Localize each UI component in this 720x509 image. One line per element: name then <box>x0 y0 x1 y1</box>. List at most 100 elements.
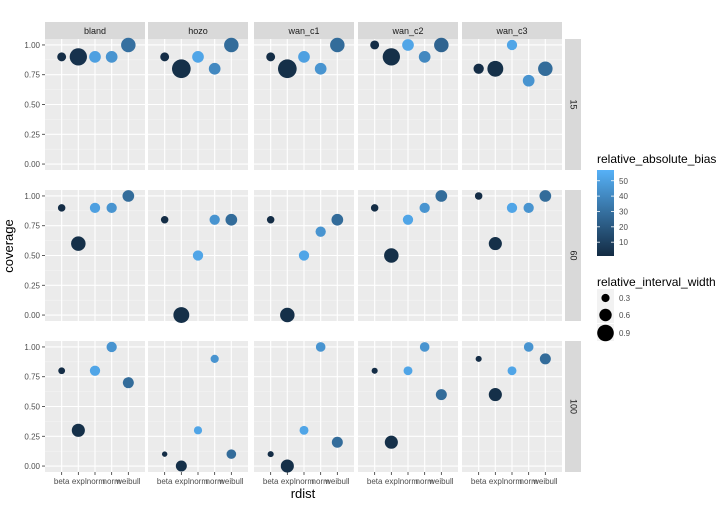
data-point <box>419 342 430 352</box>
data-point <box>173 307 190 323</box>
x-tick-label: beta <box>54 477 70 486</box>
size-legend-point <box>597 324 614 342</box>
facet-strip-label: bland <box>84 26 106 36</box>
y-tick-label: 0.50 <box>24 101 40 110</box>
data-point <box>538 61 553 77</box>
facet-row-label: 100 <box>569 399 579 414</box>
data-point <box>224 37 239 53</box>
data-point <box>315 226 326 237</box>
data-point <box>89 51 101 63</box>
data-point <box>210 354 219 363</box>
data-point <box>71 423 85 437</box>
size-legend-title: relative_interval_width <box>597 275 716 289</box>
data-point <box>506 202 518 214</box>
size-legend-label: 0.9 <box>619 329 631 338</box>
data-point <box>71 236 86 251</box>
x-tick-label: beta <box>471 477 487 486</box>
data-point <box>522 74 535 87</box>
y-tick-label: 0.25 <box>24 281 40 290</box>
color-legend-label: 20 <box>619 223 628 232</box>
data-point <box>435 389 447 401</box>
data-point <box>523 342 534 352</box>
x-tick-label: norm <box>312 477 331 486</box>
x-tick-label: norm <box>206 477 225 486</box>
x-tick-label: lnorm <box>85 477 105 486</box>
data-point <box>403 366 413 376</box>
data-point <box>209 214 220 225</box>
size-legend-point <box>601 293 610 303</box>
x-tick-label: beta <box>157 477 173 486</box>
facet-strip-wan_c2 <box>358 22 458 39</box>
color-legend-label: 40 <box>619 192 628 201</box>
x-tick-label: weibull <box>324 477 350 486</box>
facet-row-label: 15 <box>569 99 579 109</box>
data-point <box>192 51 204 63</box>
size-legend-label: 0.6 <box>619 311 631 320</box>
y-tick-label: 0.25 <box>24 432 40 441</box>
data-point <box>330 37 345 53</box>
x-tick-label: beta <box>263 477 279 486</box>
facet-strip-label: hozo <box>188 26 208 36</box>
legend: relative_absolute_bias relative_interval… <box>597 152 716 342</box>
data-point <box>89 202 101 214</box>
color-legend-label: 10 <box>619 238 628 247</box>
x-tick-label: exp <box>281 477 294 486</box>
data-point <box>280 459 294 473</box>
data-point <box>106 341 117 353</box>
facet-strip-label: wan_c1 <box>287 26 319 36</box>
data-point <box>298 250 310 261</box>
data-point <box>506 39 518 51</box>
data-point <box>226 449 237 459</box>
data-point <box>267 451 274 458</box>
y-axis-title: coverage <box>1 219 16 272</box>
x-tick-label: norm <box>103 477 122 486</box>
data-point <box>384 248 399 263</box>
x-tick-label: norm <box>416 477 435 486</box>
x-tick-label: weibull <box>428 477 454 486</box>
data-point <box>419 202 430 214</box>
data-point <box>69 48 87 66</box>
x-tick-label: norm <box>520 477 539 486</box>
x-tick-label: weibull <box>115 477 141 486</box>
data-point <box>193 426 203 435</box>
x-axis-title: rdist <box>291 486 316 501</box>
data-point <box>539 190 552 202</box>
data-point <box>435 190 448 202</box>
data-point <box>89 365 101 376</box>
data-point <box>488 237 502 251</box>
color-legend-label: 30 <box>619 207 628 216</box>
data-point <box>171 59 191 79</box>
data-point <box>371 367 378 374</box>
data-point <box>225 213 238 226</box>
y-tick-label: 1.00 <box>24 343 40 352</box>
color-legend-title: relative_absolute_bias <box>597 152 716 166</box>
data-point <box>161 451 168 457</box>
facet-strip-bland <box>45 22 145 39</box>
data-point <box>523 202 534 214</box>
facet-row-strip-100 <box>565 341 581 472</box>
data-point <box>507 366 517 376</box>
x-tick-label: exp <box>489 477 502 486</box>
data-point <box>402 39 414 51</box>
data-point <box>315 342 326 352</box>
x-tick-label: weibull <box>532 477 558 486</box>
data-point <box>106 202 117 214</box>
data-point <box>105 51 118 63</box>
y-tick-label: 0.00 <box>24 311 40 320</box>
data-point <box>160 216 169 224</box>
x-tick-label: weibull <box>218 477 244 486</box>
size-legend-point <box>599 308 612 322</box>
data-point <box>298 51 310 63</box>
y-tick-label: 1.00 <box>24 41 40 50</box>
data-point <box>266 216 275 224</box>
y-tick-label: 0.00 <box>24 160 40 169</box>
data-point <box>122 190 135 202</box>
size-legend-label: 0.3 <box>619 294 631 303</box>
data-point <box>121 37 136 53</box>
x-tick-label: exp <box>175 477 188 486</box>
data-point <box>331 436 343 448</box>
y-tick-label: 1.00 <box>24 192 40 201</box>
facet-row-strip-15 <box>565 39 581 170</box>
facet-row-strip-60 <box>565 190 581 321</box>
